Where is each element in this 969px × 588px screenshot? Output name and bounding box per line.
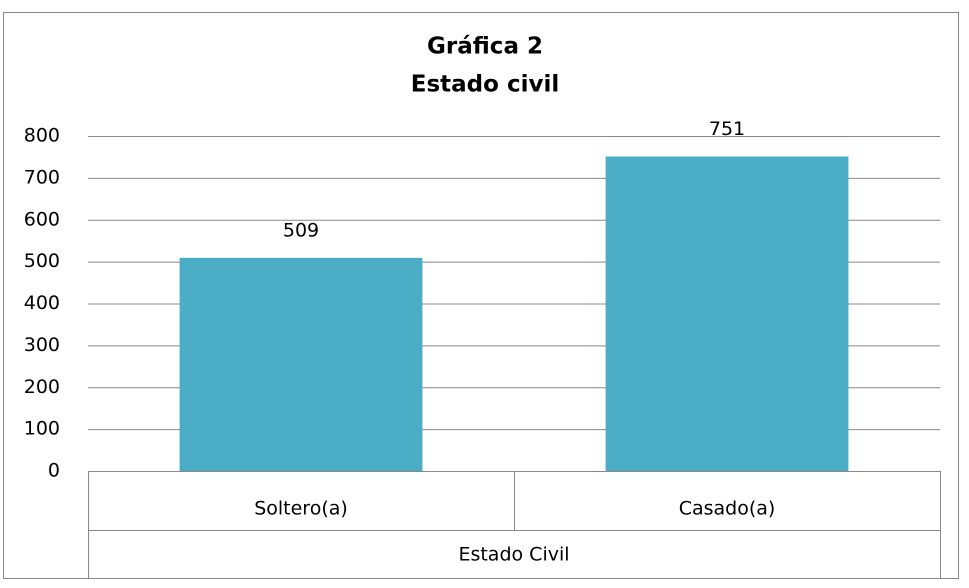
y-tick-label: 500 xyxy=(24,250,60,272)
x-tick-label: Casado(a) xyxy=(679,498,776,520)
data-label: 509 xyxy=(283,219,319,241)
chart-title: Gráfica 2 xyxy=(427,34,543,60)
y-tick-label: 300 xyxy=(24,334,60,356)
x-axis-label: Estado Civil xyxy=(458,544,569,566)
chart-subtitle: Estado civil xyxy=(411,72,559,98)
y-tick-label: 700 xyxy=(24,166,60,188)
data-label: 751 xyxy=(709,118,745,140)
y-tick-label: 800 xyxy=(24,125,60,147)
y-tick-label: 0 xyxy=(48,460,60,482)
bar xyxy=(179,257,423,471)
bar xyxy=(605,156,849,472)
y-tick-label: 400 xyxy=(24,292,60,314)
x-tick-label: Soltero(a) xyxy=(254,498,348,520)
y-tick-label: 600 xyxy=(24,208,60,230)
y-tick-label: 100 xyxy=(24,418,60,440)
y-tick-label: 200 xyxy=(24,376,60,398)
